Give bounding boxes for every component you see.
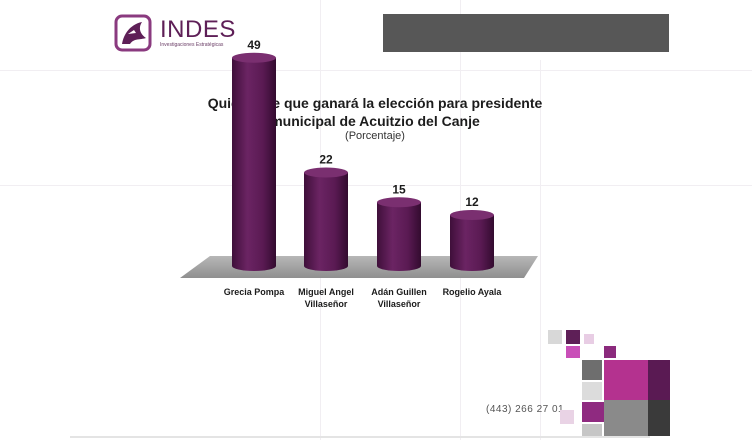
decor-square [648, 360, 670, 400]
data-label: 12 [465, 195, 479, 209]
bar [377, 197, 421, 271]
bar-body [304, 172, 348, 271]
data-label: 15 [392, 182, 406, 196]
bar-body [450, 215, 494, 271]
decor-square [560, 410, 574, 424]
decor-square [604, 400, 648, 436]
category-label: Rogelio Ayala [443, 287, 503, 297]
data-label: 22 [319, 153, 333, 167]
bar-top [450, 210, 494, 220]
category-label: Adán Guillen [371, 287, 427, 297]
brand-tagline: Investigaciones Estratégicas [160, 42, 224, 48]
brand-name: INDES [160, 16, 236, 43]
category-label: Miguel Angel [298, 287, 354, 297]
bar-body [377, 202, 421, 271]
decor-square [604, 346, 616, 358]
decor-square [584, 334, 594, 344]
chart-title: Quién cree que ganará la elección para p… [150, 94, 600, 130]
decor-square [582, 402, 604, 422]
decor-square [582, 360, 602, 380]
chart-title-line-1: Quién cree que ganará la elección para p… [207, 95, 543, 111]
bar [304, 167, 348, 271]
bar-body [232, 57, 276, 271]
category-label: Villaseñor [378, 299, 421, 309]
bar-top [304, 167, 348, 178]
decor-square [548, 330, 562, 344]
bar [450, 210, 494, 271]
indes-logo [114, 14, 152, 52]
bar-top [377, 197, 421, 208]
category-label: Grecia Pompa [224, 287, 286, 297]
decor-square [582, 424, 602, 436]
decor-square [604, 360, 648, 400]
decor-square [566, 346, 580, 358]
bar-top [232, 52, 276, 63]
decor-square [648, 400, 670, 436]
footer-phone: (443) 266 27 01 [486, 404, 565, 415]
category-label: Villaseñor [305, 299, 348, 309]
decor-square [566, 330, 580, 344]
chart-title-line-2: municipal de Acuitzio del Canje [270, 113, 480, 129]
chart-subtitle: (Porcentaje) [345, 130, 405, 142]
header-bar [383, 14, 669, 52]
decor-square [582, 382, 602, 400]
bottom-rule [70, 436, 650, 438]
data-label: 49 [247, 38, 261, 52]
bar [232, 52, 276, 271]
